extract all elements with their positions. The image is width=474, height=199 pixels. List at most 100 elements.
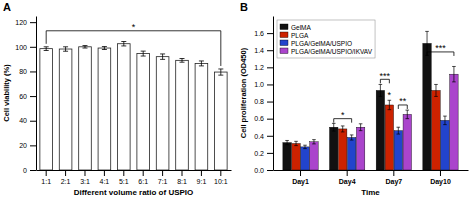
error-bar [303, 145, 307, 148]
y-tick: 0.0 [254, 167, 273, 174]
tick-label: 10:1 [214, 178, 228, 185]
y-tick: 1.2 [254, 64, 273, 71]
error-bar [312, 140, 316, 144]
y-tick: 120 [15, 19, 36, 26]
tick-mark [201, 170, 202, 176]
tick-mark [182, 170, 183, 176]
x-tick: 5:1 [119, 170, 129, 185]
tick-mark [267, 119, 273, 120]
error-bar [121, 42, 126, 46]
panel: 0.00.20.40.60.81.01.21.41.6Day1Day4Day7D… [239, 1, 469, 197]
error-bar [379, 84, 383, 96]
bar [59, 49, 72, 170]
error-bar [44, 47, 49, 51]
y-tick: 80 [19, 68, 36, 75]
tick-mark [30, 96, 36, 97]
annotation: * [388, 90, 392, 100]
tick-mark [267, 33, 273, 34]
tick-mark [393, 170, 394, 176]
tick-mark [104, 170, 105, 176]
y-axis: 020406080100120 [15, 17, 36, 174]
y-axis: 0.00.20.40.60.81.01.21.41.6 [254, 17, 273, 174]
legend-label: GelMA [291, 24, 312, 31]
error-bar [341, 126, 345, 132]
legend-frame [277, 20, 375, 58]
annotation: * [341, 110, 345, 120]
bar [450, 74, 458, 170]
tick-label: 8:1 [177, 178, 187, 185]
x-axis-title: Different volume ratio of USPIO [74, 188, 194, 197]
x-tick: 8:1 [177, 170, 187, 185]
tick-mark [267, 102, 273, 103]
tick-mark [123, 170, 124, 176]
y-tick: 1.4 [254, 47, 273, 54]
bar [356, 127, 364, 170]
tick-label: 0 [23, 167, 27, 174]
series [283, 31, 431, 170]
error-bar [82, 46, 87, 48]
error-bar [434, 84, 438, 96]
tick-label: 20 [19, 142, 27, 149]
tick-label: 1.2 [254, 64, 264, 71]
y-tick: 1.6 [254, 30, 273, 37]
tick-label: Day1 [292, 178, 309, 186]
x-tick: Day10 [430, 170, 451, 186]
annotation: *** [380, 71, 391, 81]
bar [156, 57, 169, 170]
error-bar [285, 140, 289, 144]
series [310, 66, 458, 170]
error-bar [359, 124, 363, 131]
tick-label: 0.2 [254, 150, 264, 157]
y-tick: 0 [23, 167, 36, 174]
bar [394, 131, 402, 170]
tick-mark [440, 170, 441, 176]
error-bar [332, 123, 336, 131]
tick-label: 9:1 [197, 178, 207, 185]
annotation: *** [435, 43, 446, 53]
error-bar [218, 69, 223, 75]
y-axis-title: Cell viability (%) [2, 64, 11, 122]
axis-line [274, 170, 469, 171]
tick-mark [347, 170, 348, 176]
chart-container: 0204060801001201:12:13:14:15:16:17:18:19… [0, 0, 474, 199]
x-tick: 7:1 [158, 170, 168, 185]
tick-mark [267, 136, 273, 137]
y-tick: 0.8 [254, 98, 273, 105]
title: A [3, 1, 11, 13]
bar [423, 43, 431, 170]
legend-swatch [280, 40, 288, 46]
x-tick: 2:1 [61, 170, 71, 185]
bar [137, 54, 150, 170]
error-bar [102, 47, 107, 50]
axis-line [36, 17, 37, 171]
tick-mark [30, 121, 36, 122]
tick-mark [30, 47, 36, 48]
x-axis: 1:12:13:14:15:16:17:18:19:110:1 [37, 170, 232, 185]
bar [432, 90, 440, 170]
chart-svg: 0204060801001201:12:13:14:15:16:17:18:19… [0, 0, 474, 199]
legend: GelMAPLGAPLGA/GelMA/USPIOPLGA/GelMA/USPI… [277, 20, 375, 58]
error-bar [160, 54, 165, 59]
tick-label: 60 [19, 93, 27, 100]
bar [376, 90, 384, 170]
x-tick: Day1 [292, 170, 309, 186]
tick-mark [267, 67, 273, 68]
x-tick: Day4 [339, 170, 356, 186]
tick-label: Day10 [430, 178, 451, 186]
legend-label: PLGA/GelMA/USPIO [291, 40, 352, 47]
tick-label: 100 [15, 44, 27, 51]
error-bar [294, 141, 298, 145]
series [292, 84, 440, 170]
tick-label: 6:1 [138, 178, 148, 185]
tick-label: 1:1 [41, 178, 51, 185]
legend-label: PLGA/GelMA/USPIO/IKVAV [291, 48, 373, 55]
bar [292, 143, 300, 170]
tick-mark [267, 50, 273, 51]
tick-mark [30, 170, 36, 171]
bar [347, 137, 355, 170]
x-tick: 1:1 [41, 170, 51, 185]
bar [385, 105, 393, 170]
error-bar [397, 127, 401, 134]
annotation: ** [399, 96, 407, 106]
tick-mark [84, 170, 85, 176]
